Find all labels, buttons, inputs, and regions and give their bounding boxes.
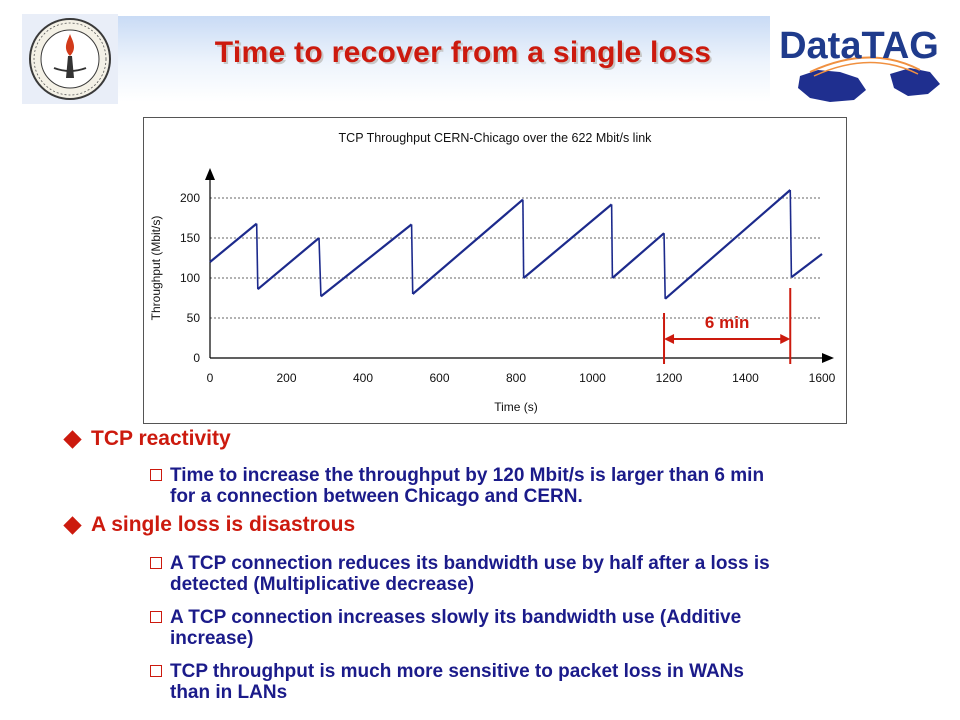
loss-drop-line xyxy=(255,223,259,290)
loss-drop-line xyxy=(410,224,414,295)
loss-drop-line xyxy=(789,189,793,278)
x-tick-label: 1000 xyxy=(579,371,606,385)
y-tick-label: 150 xyxy=(180,231,200,245)
loss-drop-line xyxy=(610,204,614,279)
x-axis-arrow-icon xyxy=(822,353,834,363)
box-bullet-icon xyxy=(150,469,162,481)
series-segment xyxy=(209,222,258,263)
sub-bullet: A TCP connection reduces its bandwidth u… xyxy=(150,553,940,595)
series-segment xyxy=(790,253,823,279)
series-segment xyxy=(664,189,791,300)
y-tick-label: 100 xyxy=(180,271,200,285)
chart-title: TCP Throughput CERN-Chicago over the 622… xyxy=(339,131,653,145)
datatag-logo-text: DataTAG xyxy=(779,25,939,67)
sub-bullet: Time to increase the throughput by 120 M… xyxy=(150,465,940,507)
bullet-label: A single loss is disastrous xyxy=(91,513,356,536)
throughput-chart: TCP Throughput CERN-Chicago over the 622… xyxy=(143,117,847,424)
sub-bullet-line: for a connection between Chicago and CER… xyxy=(170,486,583,507)
series-segment xyxy=(257,237,320,291)
series-segment xyxy=(522,203,613,279)
sub-bullet-line: increase) xyxy=(170,628,254,649)
y-axis-label: Throughput (Mbit/s) xyxy=(149,216,163,321)
sub-bullet: A TCP connection increases slowly its ba… xyxy=(150,607,940,649)
sub-bullet-line: A TCP connection increases slowly its ba… xyxy=(170,607,742,628)
y-tick-label: 50 xyxy=(187,311,201,325)
loss-drop-line xyxy=(318,237,322,297)
caltech-seal-icon xyxy=(22,14,118,104)
y-tick-label: 0 xyxy=(193,351,200,365)
slide-header: Time to recover from a single loss DataT… xyxy=(22,14,948,106)
six-minute-annotation: 6 min xyxy=(663,288,792,364)
series-segment xyxy=(412,198,524,295)
x-axis-label: Time (s) xyxy=(494,400,538,414)
box-bullet-icon xyxy=(150,557,162,569)
x-tick-label: 1400 xyxy=(732,371,759,385)
left-arrowhead-icon xyxy=(664,334,675,344)
y-tick-label: 200 xyxy=(180,191,200,205)
diamond-bullet-icon xyxy=(63,515,82,535)
datatag-logo-icon: DataTAG xyxy=(770,14,948,106)
x-tick-label: 0 xyxy=(207,371,214,385)
x-tick-label: 1600 xyxy=(809,371,836,385)
title-band xyxy=(118,16,808,102)
loss-drop-line xyxy=(663,233,666,299)
x-tick-label: 200 xyxy=(276,371,296,385)
bullet-tcp-reactivity: TCP reactivity xyxy=(62,427,231,451)
bullet-list: TCP reactivity Time to increase the thro… xyxy=(0,425,960,720)
diamond-bullet-icon xyxy=(63,429,82,449)
x-tick-label: 400 xyxy=(353,371,373,385)
sub-bullet: TCP throughput is much more sensitive to… xyxy=(150,661,940,703)
bullet-label: TCP reactivity xyxy=(91,427,231,450)
x-tick-label: 800 xyxy=(506,371,526,385)
series-segment xyxy=(611,232,665,279)
series-segment xyxy=(320,223,413,298)
right-arrowhead-icon xyxy=(780,334,791,344)
throughput-series xyxy=(209,189,823,300)
loss-drop-line xyxy=(522,199,525,279)
x-tick-label: 600 xyxy=(429,371,449,385)
annotation-label: 6 min xyxy=(705,313,749,332)
sub-bullet-line: A TCP connection reduces its bandwidth u… xyxy=(170,553,770,574)
sub-bullet-line: detected (Multiplicative decrease) xyxy=(170,574,475,595)
axes xyxy=(205,168,834,363)
x-tick-label: 1200 xyxy=(656,371,683,385)
page-title: Time to recover from a single loss xyxy=(214,36,712,69)
box-bullet-icon xyxy=(150,665,162,677)
tick-labels: 0 50 100 150 200 0 200 400 600 800 1000 1200 1400 160… xyxy=(180,191,836,385)
sub-bullet-line: Time to increase the throughput by 120 M… xyxy=(170,465,765,486)
sub-bullet-line: than in LANs xyxy=(170,682,288,703)
bullet-single-loss: A single loss is disastrous xyxy=(62,513,355,537)
sub-bullet-line: TCP throughput is much more sensitive to… xyxy=(170,661,744,682)
box-bullet-icon xyxy=(150,611,162,623)
grid-lines xyxy=(210,197,822,319)
y-axis-arrow-icon xyxy=(205,168,215,180)
